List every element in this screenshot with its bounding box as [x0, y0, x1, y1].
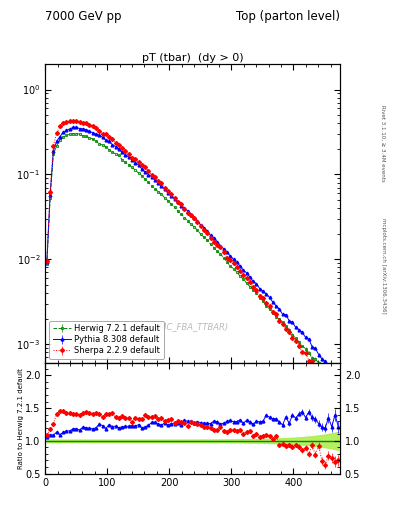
Legend: Herwig 7.2.1 default, Pythia 8.308 default, Sherpa 2.2.9 default: Herwig 7.2.1 default, Pythia 8.308 defau… — [50, 321, 163, 359]
Y-axis label: Ratio to Herwig 7.2.1 default: Ratio to Herwig 7.2.1 default — [18, 368, 24, 468]
Title: pT (tbar)  (dy > 0): pT (tbar) (dy > 0) — [142, 53, 243, 63]
Text: mcplots.cern.ch [arXiv:1306.3436]: mcplots.cern.ch [arXiv:1306.3436] — [381, 219, 386, 314]
Text: 7000 GeV pp: 7000 GeV pp — [45, 10, 122, 23]
Text: Rivet 3.1.10, ≥ 3.4M events: Rivet 3.1.10, ≥ 3.4M events — [381, 105, 386, 182]
Text: Top (parton level): Top (parton level) — [236, 10, 340, 23]
Text: (MC_FBA_TTBAR): (MC_FBA_TTBAR) — [156, 323, 229, 332]
